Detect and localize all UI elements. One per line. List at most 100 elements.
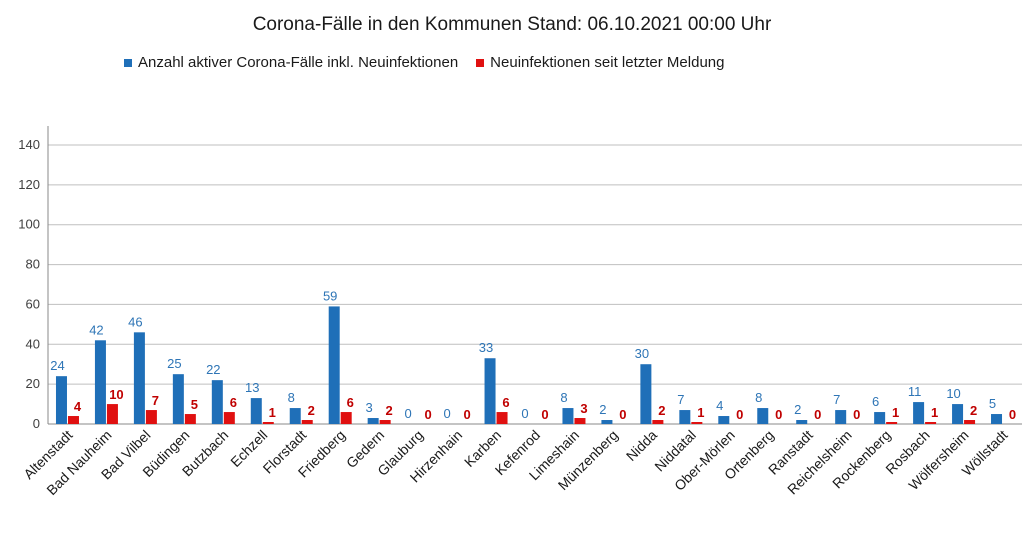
y-tick-label: 40	[26, 336, 40, 351]
bar-new-13	[574, 418, 586, 424]
data-label-active: 8	[288, 390, 295, 405]
data-label-new: 1	[931, 405, 938, 420]
y-tick-label: 80	[26, 257, 40, 272]
data-label-active: 24	[50, 358, 64, 373]
bar-active-1	[94, 340, 106, 424]
bar-active-19	[796, 420, 808, 424]
data-label-active: 4	[716, 398, 723, 413]
y-tick-label: 20	[26, 376, 40, 391]
bar-new-21	[886, 422, 898, 424]
y-tick-label: 120	[18, 177, 40, 192]
legend-label-active: Anzahl aktiver Corona-Fälle inkl. Neuinf…	[138, 54, 459, 71]
data-label-new: 6	[347, 395, 354, 410]
bar-new-7	[340, 412, 352, 424]
bar-new-5	[262, 422, 274, 424]
bar-new-15	[652, 420, 664, 424]
data-label-new: 2	[386, 403, 393, 418]
data-label-new: 2	[658, 403, 665, 418]
bar-active-7	[328, 306, 340, 424]
data-label-active: 3	[366, 400, 373, 415]
data-label-new: 0	[1009, 407, 1016, 422]
data-label-active: 8	[560, 390, 567, 405]
data-label-active: 30	[635, 346, 649, 361]
data-label-new: 1	[697, 405, 704, 420]
y-tick-label: 60	[26, 296, 40, 311]
data-label-active: 59	[323, 288, 337, 303]
data-label-new: 10	[109, 387, 123, 402]
bar-active-14	[601, 420, 613, 424]
data-label-new: 6	[502, 395, 509, 410]
data-label-new: 1	[269, 405, 276, 420]
data-label-new: 0	[814, 407, 821, 422]
data-label-active: 0	[521, 406, 528, 421]
y-tick-label: 0	[33, 416, 40, 431]
data-label-new: 0	[775, 407, 782, 422]
data-label-new: 0	[619, 407, 626, 422]
bar-active-16	[679, 410, 691, 424]
bar-new-11	[496, 412, 508, 424]
data-label-active: 7	[677, 392, 684, 407]
bar-active-18	[757, 408, 769, 424]
data-label-active: 22	[206, 362, 220, 377]
legend-label-new: Neuinfektionen seit letzter Meldung	[490, 54, 725, 71]
data-label-new: 2	[308, 403, 315, 418]
data-label-new: 0	[425, 407, 432, 422]
data-label-new: 3	[580, 401, 587, 416]
data-label-active: 10	[946, 386, 960, 401]
data-label-active: 46	[128, 314, 142, 329]
bar-active-13	[562, 408, 574, 424]
bar-active-15	[640, 364, 652, 424]
data-label-active: 6	[872, 394, 879, 409]
data-label-new: 0	[853, 407, 860, 422]
data-label-active: 0	[405, 406, 412, 421]
legend-item-active: Anzahl aktiver Corona-Fälle inkl. Neuinf…	[124, 54, 458, 71]
bar-active-0	[55, 376, 67, 424]
data-label-active: 5	[989, 396, 996, 411]
bar-active-17	[718, 416, 730, 424]
bar-active-24	[991, 414, 1003, 424]
bar-new-2	[145, 410, 157, 424]
bar-new-0	[67, 416, 79, 424]
bar-new-22	[925, 422, 937, 424]
y-tick-label: 100	[18, 217, 40, 232]
bar-active-2	[133, 332, 145, 424]
bar-new-6	[301, 420, 313, 424]
bar-active-8	[367, 418, 379, 424]
bar-active-5	[250, 398, 262, 424]
data-label-new: 0	[463, 407, 470, 422]
data-label-active: 0	[443, 406, 450, 421]
data-label-active: 33	[479, 340, 493, 355]
data-label-active: 25	[167, 356, 181, 371]
data-label-active: 11	[908, 384, 922, 399]
x-tick-label: Nidda	[623, 427, 660, 464]
bar-new-23	[964, 420, 976, 424]
data-label-new: 0	[736, 407, 743, 422]
bar-new-4	[223, 412, 235, 424]
legend-swatch-new	[476, 58, 485, 67]
chart-title: Corona-Fälle in den Kommunen Stand: 06.1…	[252, 14, 772, 35]
bar-new-8	[379, 420, 391, 424]
legend-item-new: Neuinfektionen seit letzter Meldung	[476, 54, 724, 71]
legend: Anzahl aktiver Corona-Fälle inkl. Neuinf…	[124, 54, 724, 71]
bar-active-23	[952, 404, 964, 424]
bar-active-3	[172, 374, 184, 424]
bar-active-6	[289, 408, 301, 424]
data-label-active: 42	[89, 322, 103, 337]
data-label-active: 7	[833, 392, 840, 407]
data-label-new: 0	[541, 407, 548, 422]
bar-active-4	[211, 380, 223, 424]
data-label-new: 5	[191, 397, 198, 412]
bar-active-20	[835, 410, 847, 424]
y-tick-label: 140	[18, 137, 40, 152]
data-label-new: 4	[74, 399, 82, 414]
data-label-new: 1	[892, 405, 899, 420]
data-label-new: 6	[230, 395, 237, 410]
data-label-active: 13	[245, 380, 259, 395]
bar-active-22	[913, 402, 925, 424]
legend-swatch-active	[124, 58, 132, 67]
data-label-new: 2	[970, 403, 977, 418]
bar-new-16	[691, 422, 703, 424]
data-label-active: 2	[599, 402, 606, 417]
bar-new-1	[106, 404, 118, 424]
